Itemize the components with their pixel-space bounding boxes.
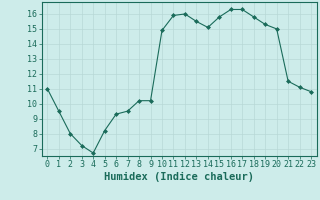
X-axis label: Humidex (Indice chaleur): Humidex (Indice chaleur) [104, 172, 254, 182]
